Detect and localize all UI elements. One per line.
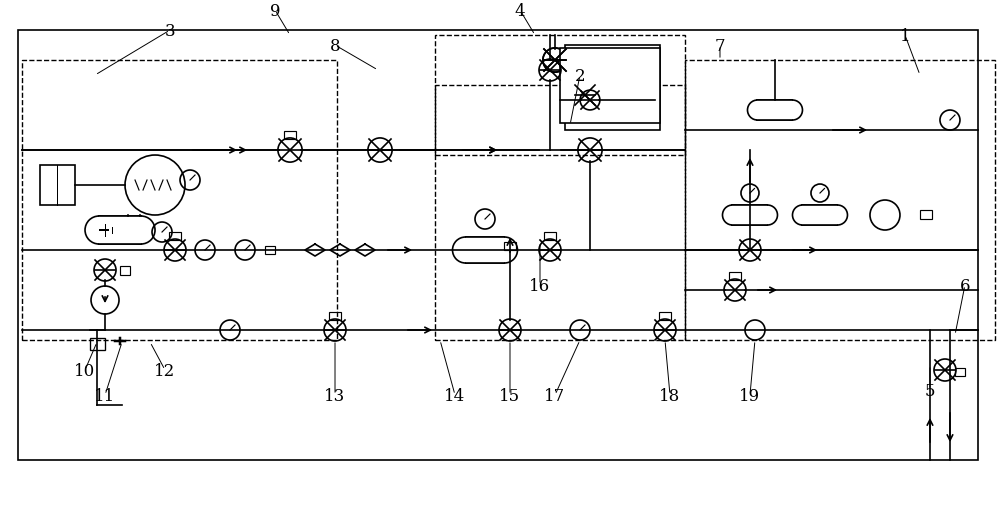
Bar [90, 338, 105, 350]
Circle shape [453, 237, 479, 264]
Bar [40, 166, 75, 206]
Bar [955, 368, 965, 376]
Bar [329, 313, 341, 320]
Circle shape [782, 101, 802, 121]
Bar [757, 101, 792, 121]
Bar [466, 237, 504, 264]
Text: 15: 15 [499, 387, 521, 403]
Bar [565, 46, 660, 131]
Circle shape [792, 206, 812, 226]
Text: 18: 18 [659, 387, 681, 403]
Text: 12: 12 [154, 362, 176, 379]
Bar [169, 233, 181, 240]
Text: 8: 8 [330, 37, 340, 55]
Bar [659, 313, 671, 320]
Bar [802, 206, 837, 226]
Circle shape [757, 206, 777, 226]
Bar [18, 31, 978, 460]
Bar [560, 49, 660, 124]
Circle shape [722, 206, 742, 226]
Circle shape [127, 217, 155, 244]
Circle shape [747, 101, 767, 121]
Bar [729, 273, 741, 280]
Bar [466, 237, 504, 264]
Bar [284, 132, 296, 140]
Text: 11: 11 [94, 387, 116, 403]
Bar [22, 61, 337, 340]
Circle shape [827, 206, 847, 226]
Text: 7: 7 [715, 37, 725, 55]
Bar [544, 233, 556, 240]
Text: 5: 5 [925, 382, 935, 399]
Bar [99, 217, 141, 244]
Text: 16: 16 [529, 277, 551, 294]
Bar [435, 86, 685, 340]
Bar [504, 242, 516, 250]
Text: 17: 17 [544, 387, 566, 403]
Text: 9: 9 [270, 3, 280, 20]
Text: 19: 19 [739, 387, 761, 403]
Text: 2: 2 [575, 67, 585, 84]
Circle shape [85, 217, 113, 244]
Text: 10: 10 [74, 362, 96, 379]
Bar [802, 206, 837, 226]
Bar [120, 267, 130, 275]
Text: 6: 6 [960, 277, 970, 294]
Bar [685, 61, 995, 340]
Bar [265, 246, 275, 255]
Bar [435, 36, 685, 156]
Text: 4: 4 [515, 3, 525, 20]
Circle shape [492, 237, 517, 264]
Bar [99, 217, 141, 244]
Text: 1: 1 [900, 27, 910, 44]
Bar [732, 206, 767, 226]
Bar [757, 101, 792, 121]
Bar [732, 206, 767, 226]
Bar [920, 211, 932, 220]
Text: 14: 14 [444, 387, 466, 403]
Text: 3: 3 [165, 23, 175, 39]
Text: 13: 13 [324, 387, 346, 403]
